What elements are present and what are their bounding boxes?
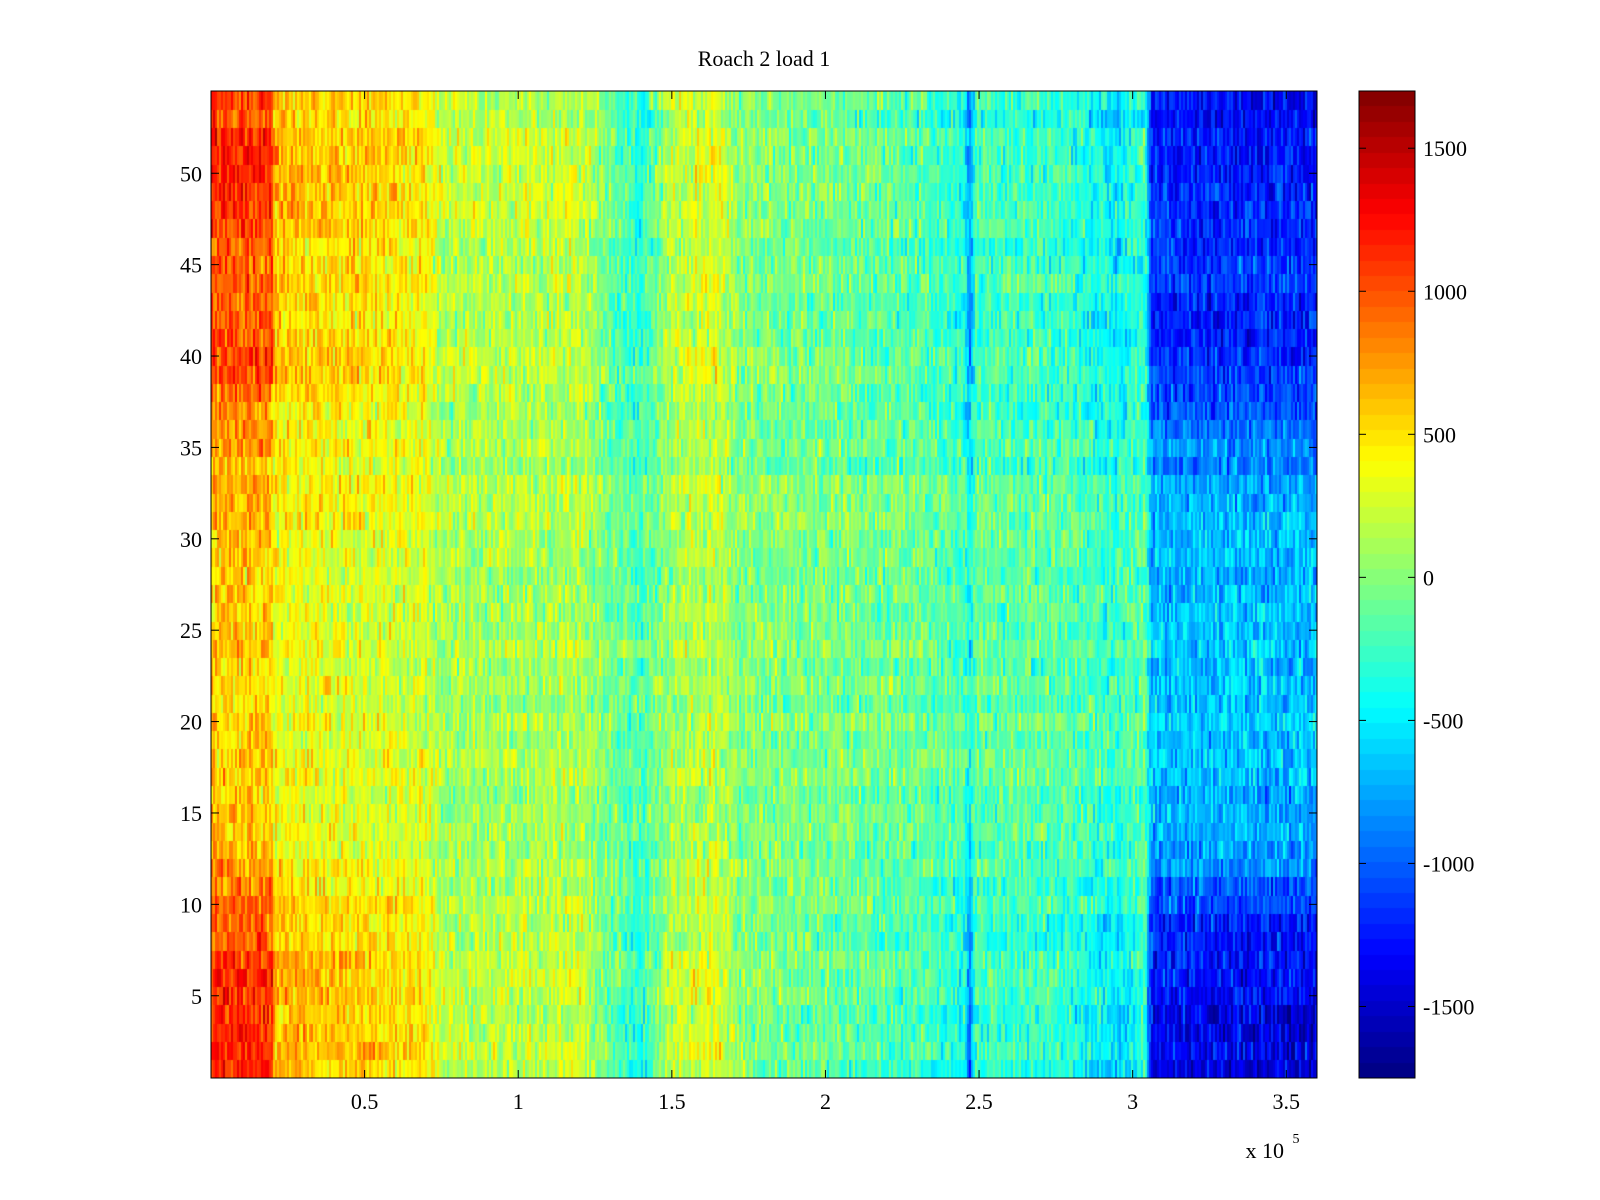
y-tick-label: 5 (191, 984, 202, 1009)
x-multiplier-exponent: 5 (1293, 1132, 1300, 1147)
x-tick-label: 3.5 (1273, 1089, 1301, 1114)
colorbar-gradient (1359, 91, 1415, 1078)
x-tick-label: 1.5 (658, 1089, 686, 1114)
x-tick-label: 0.5 (351, 1089, 379, 1114)
colorbar-tick-label: 1000 (1423, 279, 1467, 304)
y-tick-label: 35 (180, 435, 202, 460)
y-tick-label: 15 (180, 801, 202, 826)
x-tick-label: 2 (820, 1089, 831, 1114)
chart-title: Roach 2 load 1 (698, 46, 831, 71)
x-multiplier-label: x 10 (1246, 1138, 1285, 1163)
y-tick-label: 25 (180, 618, 202, 643)
plot-frame (210, 90, 1318, 1079)
colorbar-tick-label: -500 (1423, 708, 1463, 733)
y-tick-label: 50 (180, 161, 202, 186)
x-axis: 0.5 1 1.5 2 2.5 3 3.5 (351, 91, 1300, 1114)
colorbar-tick-label: 0 (1423, 565, 1434, 590)
x-tick-label: 3 (1127, 1089, 1138, 1114)
y-tick-label: 45 (180, 253, 202, 278)
y-tick-label: 30 (180, 527, 202, 552)
x-multiplier-base: x 10 (1246, 1138, 1285, 1163)
y-tick-label: 40 (180, 344, 202, 369)
x-tick-label: 2.5 (965, 1089, 993, 1114)
colorbar-tick-label: 500 (1423, 422, 1456, 447)
colorbar-tick-label: -1000 (1423, 851, 1474, 876)
colorbar-tick-label: 1500 (1423, 136, 1467, 161)
x-tick-label: 1 (513, 1089, 524, 1114)
y-axis: 5 10 15 20 25 30 35 40 45 50 (180, 161, 1317, 1009)
heatmap-image (211, 91, 1317, 1078)
colorbar-tick-label: -1500 (1423, 994, 1474, 1019)
colorbar-frame (1358, 90, 1416, 1079)
y-tick-label: 10 (180, 892, 202, 917)
y-tick-label: 20 (180, 710, 202, 735)
colorbar-axis: 1500 1000 500 0 -500 -1000 -1500 (1359, 136, 1474, 1019)
